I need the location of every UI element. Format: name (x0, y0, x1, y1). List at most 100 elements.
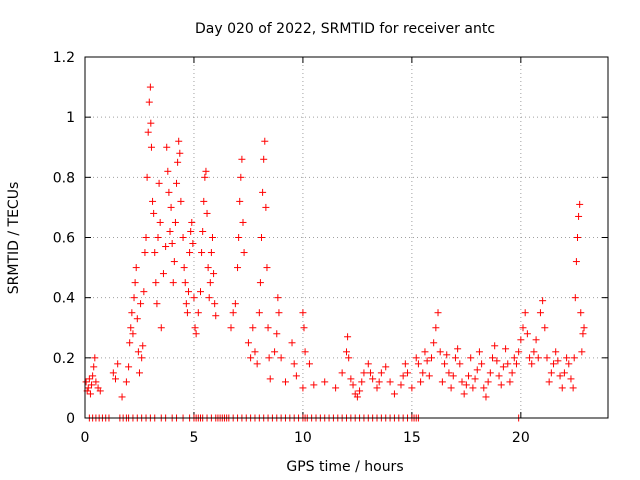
data-point (441, 360, 449, 368)
data-point (358, 378, 366, 386)
data-point (414, 360, 422, 368)
data-point (90, 363, 98, 371)
data-point (129, 330, 137, 338)
data-point (432, 324, 440, 332)
data-point (377, 369, 385, 377)
data-point (185, 288, 193, 296)
data-point (231, 300, 239, 308)
data-point (155, 179, 163, 187)
data-point (132, 264, 140, 272)
data-point (260, 155, 268, 163)
y-tick-label: 0.4 (53, 291, 75, 307)
data-point (92, 378, 100, 386)
x-tick-label: 5 (189, 430, 198, 446)
data-point (170, 258, 178, 266)
y-tick-label: 0.2 (53, 351, 75, 367)
data-point (235, 234, 243, 241)
data-point (454, 345, 462, 353)
data-point (506, 378, 514, 386)
x-tick-label: 0 (81, 430, 90, 446)
data-point (547, 369, 555, 377)
data-point (86, 390, 94, 398)
data-point (484, 378, 492, 386)
data-point (264, 324, 272, 332)
data-point (499, 363, 507, 371)
data-point (375, 378, 383, 386)
data-point (417, 378, 425, 386)
data-point (449, 372, 457, 380)
data-point (552, 348, 560, 356)
data-point (85, 375, 93, 383)
x-tick-label: 15 (403, 430, 421, 446)
plot-frame (84, 56, 609, 419)
data-point (240, 249, 248, 257)
data-point (239, 218, 247, 226)
data-point (122, 378, 130, 386)
data-point (369, 375, 377, 383)
y-tick-label: 0.8 (53, 170, 75, 186)
data-point (168, 240, 176, 248)
points-layer (82, 83, 588, 422)
data-point (539, 297, 547, 305)
data-point (530, 348, 538, 356)
data-point (541, 324, 549, 332)
data-point (173, 179, 181, 187)
y-axis-label: SRMTID / TECUs (6, 182, 22, 295)
data-point (471, 375, 479, 383)
data-point (190, 294, 198, 302)
data-point (186, 249, 194, 257)
grid-layer (85, 57, 608, 418)
data-point (349, 381, 357, 389)
data-point (579, 330, 587, 338)
data-point (140, 288, 148, 296)
data-point (338, 369, 346, 377)
data-point (486, 369, 494, 377)
data-point (510, 354, 518, 362)
data-point (532, 336, 540, 344)
data-point (572, 258, 580, 266)
data-point (550, 360, 558, 368)
data-point (82, 378, 90, 386)
data-point (493, 357, 501, 365)
data-point (238, 155, 246, 163)
data-point (465, 372, 473, 380)
data-point (460, 390, 468, 398)
data-point (265, 354, 273, 362)
data-point (576, 200, 584, 208)
data-point (118, 393, 126, 401)
data-point (478, 360, 486, 368)
data-point (366, 369, 374, 377)
data-point (281, 378, 289, 386)
data-point (321, 378, 329, 386)
data-point (443, 351, 451, 359)
data-point (419, 369, 427, 377)
data-point (526, 354, 534, 362)
data-point (236, 197, 244, 205)
data-point (497, 381, 505, 389)
data-point (423, 357, 431, 365)
data-point (206, 279, 214, 287)
data-point (364, 360, 372, 368)
data-point (271, 348, 279, 356)
data-point (164, 167, 172, 175)
data-point (580, 324, 588, 332)
data-point (261, 137, 269, 145)
data-point (174, 158, 182, 166)
data-point (166, 227, 174, 235)
data-point (229, 309, 237, 317)
data-point (430, 339, 438, 347)
data-point (528, 360, 536, 368)
data-point (262, 203, 270, 211)
data-point (114, 360, 122, 368)
data-point (146, 83, 154, 91)
data-point (163, 143, 171, 151)
tick-layer: 0 0.2 0.4 0.6 0.8 1 1.2 0 5 10 15 20 (53, 50, 608, 446)
data-point (571, 294, 579, 302)
data-point (84, 384, 92, 392)
data-point (502, 345, 510, 353)
data-point (134, 348, 142, 356)
data-point (256, 279, 264, 287)
data-point (456, 360, 464, 368)
data-point (347, 375, 355, 383)
